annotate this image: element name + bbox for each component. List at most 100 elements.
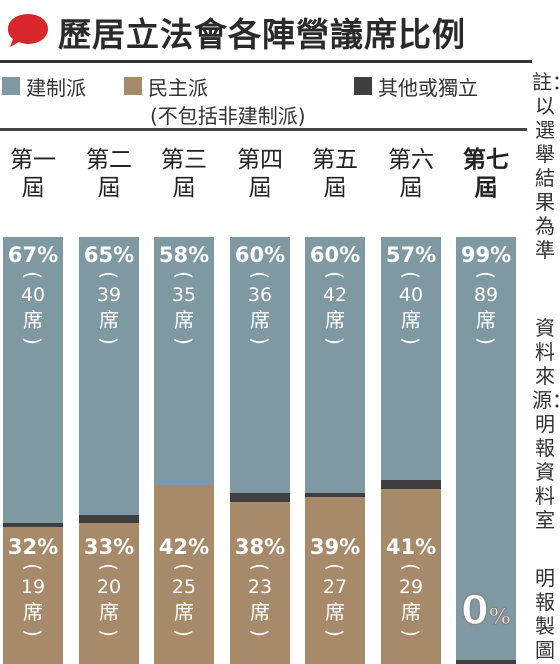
seat-unit: 席	[250, 308, 270, 332]
seat-count: 42	[322, 284, 348, 306]
legend-swatch-pro-establishment	[2, 77, 20, 95]
seat-paren-close: )	[97, 337, 121, 345]
term-label-2: 第二屆	[86, 147, 132, 201]
seat-count: 39	[96, 284, 122, 306]
seat-paren-open: (	[399, 271, 423, 279]
seat-paren-close: )	[172, 337, 196, 345]
pct-label-pro-establishment-7: 99%	[460, 243, 512, 267]
seat-paren-open: (	[248, 271, 272, 279]
legend-swatch-pro-democracy	[124, 77, 142, 95]
seat-label-pro-establishment-1: (40 席)	[3, 267, 63, 349]
credit-text: 明報製圖	[535, 566, 555, 662]
seat-count: 36	[247, 284, 273, 306]
pct-label-pro-establishment-5: 60%	[309, 243, 361, 267]
seat-label-pro-establishment-2: (39 席)	[79, 267, 139, 349]
legend-label-pro-democracy: 民主派	[148, 76, 208, 100]
seat-paren-open: (	[172, 563, 196, 571]
source-text: 資料來源：明報資料室	[532, 316, 560, 532]
seat-count: 40	[20, 284, 46, 306]
seat-unit: 席	[325, 600, 345, 624]
seat-label-pro-establishment-7: (89 席)	[456, 267, 516, 349]
seat-paren-open: (	[97, 563, 121, 571]
bar-pro-democracy-3	[154, 484, 214, 664]
bar-pro-democracy-5	[305, 497, 365, 664]
bar-pro-establishment-1	[3, 237, 63, 524]
bar-pro-establishment-4	[230, 237, 290, 494]
legend-swatch-others	[354, 77, 372, 95]
term-label-1: 第一屆	[10, 147, 56, 201]
bar-others-4	[230, 493, 290, 502]
pct-label-pro-democracy-4: 38%	[234, 535, 286, 559]
pct-label-pro-democracy-2: 33%	[83, 535, 135, 559]
pct-label-pro-establishment-3: 58%	[158, 243, 210, 267]
seat-paren-close: )	[172, 629, 196, 637]
seat-unit: 席	[174, 308, 194, 332]
seat-paren-open: (	[172, 271, 196, 279]
seat-label-pro-democracy-6: (29 席)	[381, 559, 441, 641]
seat-label-pro-democracy-3: (25 席)	[154, 559, 214, 641]
term-label-7: 第七屆	[463, 147, 509, 201]
seat-paren-close: )	[399, 629, 423, 637]
pct-label-pro-establishment-2: 65%	[83, 243, 135, 267]
seat-paren-close: )	[474, 337, 498, 345]
seat-unit: 席	[23, 308, 43, 332]
term-label-3: 第三屆	[161, 147, 207, 201]
term-label-6: 第六屆	[388, 147, 434, 201]
seat-label-pro-democracy-1: (19 席)	[3, 559, 63, 641]
seat-label-pro-establishment-6: (40 席)	[381, 267, 441, 349]
seat-paren-close: )	[248, 629, 272, 637]
seat-paren-close: )	[21, 337, 45, 345]
seat-label-pro-establishment-4: (36 席)	[230, 267, 290, 349]
seat-count: 35	[171, 284, 197, 306]
seat-paren-close: )	[97, 629, 121, 637]
bar-pro-democracy-4	[230, 501, 290, 664]
bar-pro-democracy-6	[381, 488, 441, 664]
note-text: 註：以選舉結果為準	[532, 70, 560, 262]
bar-pro-establishment-6	[381, 237, 441, 481]
seat-label-pro-democracy-5: (27 席)	[305, 559, 365, 641]
seat-paren-close: )	[21, 629, 45, 638]
bar-others-1	[3, 523, 63, 528]
pct-label-pro-democracy-7: 0%	[456, 587, 516, 635]
seat-paren-open: (	[21, 563, 45, 572]
seat-paren-open: (	[323, 563, 347, 571]
pct-label-pro-establishment-6: 57%	[385, 243, 437, 267]
chart-title: 歷居立法會各陣營議席比例	[58, 15, 466, 54]
seat-unit: 席	[23, 600, 43, 625]
pct-label-pro-democracy-3: 42%	[158, 535, 210, 559]
bar-pro-establishment-7	[456, 237, 516, 660]
seat-label-pro-democracy-4: (23 席)	[230, 559, 290, 641]
seat-unit: 席	[99, 600, 119, 624]
bar-others-6	[381, 480, 441, 489]
seat-unit: 席	[476, 308, 496, 332]
bar-pro-establishment-3	[154, 237, 214, 485]
seat-label-pro-democracy-2: (20 席)	[79, 559, 139, 641]
bar-pro-democracy-2	[79, 523, 139, 664]
title-divider	[0, 60, 532, 63]
seat-count: 40	[398, 284, 424, 306]
bar-others-5	[305, 493, 365, 498]
seat-label-pro-establishment-5: (42 席)	[305, 267, 365, 349]
seat-unit: 席	[99, 308, 119, 332]
seat-unit: 席	[250, 600, 270, 624]
legend-label-others: 其他或獨立	[378, 76, 478, 100]
pct-label-pro-establishment-1: 67%	[7, 243, 59, 267]
seat-paren-open: (	[323, 271, 347, 279]
bar-pro-democracy-1	[3, 527, 63, 664]
pct-label-pro-democracy-5: 39%	[309, 535, 361, 559]
seat-label-pro-establishment-3: (35 席)	[154, 267, 214, 349]
bar-others-2	[79, 514, 139, 524]
pct-label-pro-democracy-6: 41%	[385, 535, 437, 559]
bar-others-7	[456, 659, 516, 664]
legend-label-pro-establishment: 建制派	[26, 76, 86, 100]
seat-unit: 席	[174, 600, 194, 624]
seat-count: 27	[322, 576, 348, 598]
seat-count: 29	[398, 576, 424, 598]
seat-count: 25	[171, 576, 197, 598]
term-label-5: 第五屆	[312, 147, 358, 201]
speech-bubble-icon	[8, 14, 48, 47]
seat-unit: 席	[401, 600, 421, 624]
seat-count: 20	[96, 576, 122, 598]
seat-paren-open: (	[97, 271, 121, 279]
